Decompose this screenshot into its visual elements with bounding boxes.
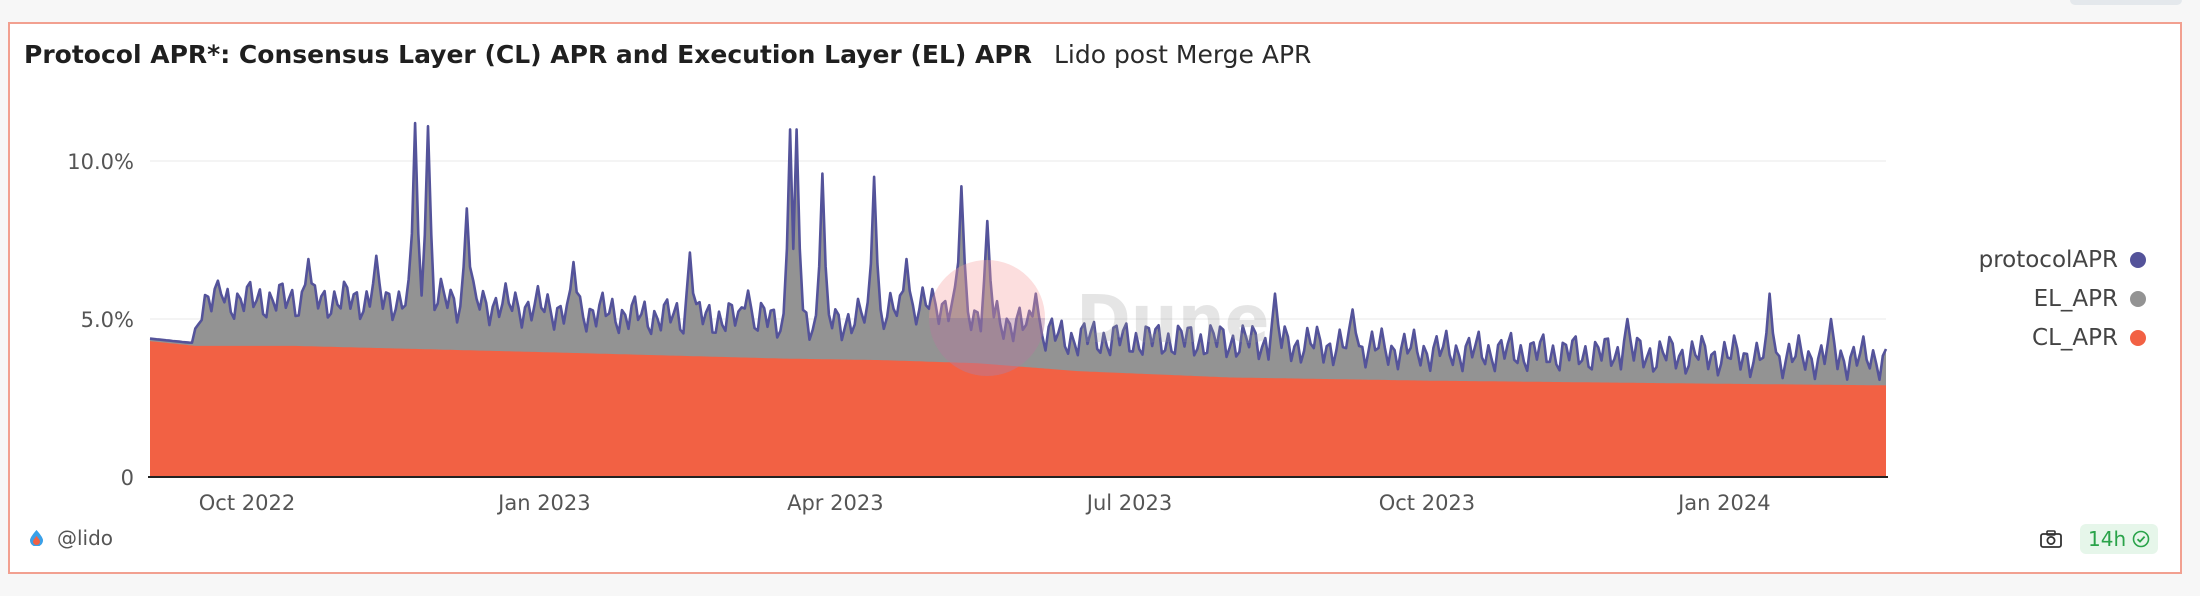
watermark-text: Dune bbox=[1076, 281, 1270, 358]
legend-swatch bbox=[2130, 330, 2146, 346]
legend-swatch bbox=[2130, 252, 2146, 268]
legend-label[interactable]: protocolAPR bbox=[1979, 247, 2118, 273]
watermark-circle bbox=[929, 260, 1045, 376]
stacked-areas bbox=[149, 121, 1888, 477]
title-row: Protocol APR*: Consensus Layer (CL) APR … bbox=[24, 40, 1311, 80]
cl-apr-area bbox=[150, 341, 1886, 477]
drop-icon bbox=[30, 530, 43, 546]
legend-swatch bbox=[2130, 291, 2146, 307]
x-tick-label: Apr 2023 bbox=[787, 491, 883, 515]
x-axis-ticks: Oct 2022 Jan 2023 Apr 2023 Jul 2023 Oct 2023… bbox=[199, 491, 1771, 515]
x-tick-label: Oct 2022 bbox=[199, 491, 295, 515]
y-axis-ticks: 0 5.0% 10.0% bbox=[67, 150, 134, 490]
watermark-half bbox=[929, 318, 1045, 376]
refresh-age: 14h bbox=[2088, 527, 2127, 551]
y-tick-label: 10.0% bbox=[67, 150, 134, 174]
chart-title: Protocol APR*: Consensus Layer (CL) APR … bbox=[24, 40, 1032, 69]
footer-author[interactable]: @lido bbox=[30, 526, 113, 550]
refresh-badge[interactable]: 14h bbox=[2080, 524, 2159, 554]
protocol-apr-line bbox=[149, 121, 1888, 382]
x-tick-label: Oct 2023 bbox=[1379, 491, 1475, 515]
x-tick-label: Jul 2023 bbox=[1085, 491, 1172, 515]
check-circle-icon bbox=[2132, 530, 2150, 548]
legend-label[interactable]: CL_APR bbox=[2032, 325, 2118, 351]
x-tick-label: Jan 2024 bbox=[1676, 491, 1771, 515]
footer-actions: 14h bbox=[2040, 524, 2159, 554]
y-tick-label: 5.0% bbox=[81, 308, 134, 332]
legend-label[interactable]: EL_APR bbox=[2034, 286, 2118, 312]
dune-watermark: Dune bbox=[929, 260, 1270, 376]
x-tick-label: Jan 2023 bbox=[496, 491, 591, 515]
y-tick-label: 0 bbox=[121, 466, 134, 490]
author-handle: @lido bbox=[57, 526, 114, 550]
legend: protocolAPR EL_APR CL_APR bbox=[1979, 247, 2146, 351]
top-tab-stub bbox=[2070, 0, 2182, 5]
chart-subtitle: Lido post Merge APR bbox=[1053, 40, 1312, 69]
camera-icon[interactable] bbox=[2040, 530, 2062, 548]
